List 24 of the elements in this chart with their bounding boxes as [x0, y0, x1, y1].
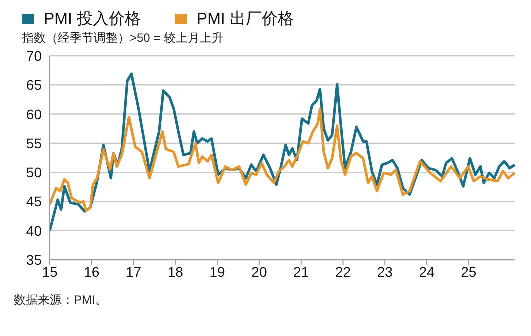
line-series	[50, 108, 515, 212]
y-tick-label: 60	[26, 106, 42, 122]
legend-label: PMI 投入价格	[44, 10, 141, 30]
x-tick-label: 21	[294, 264, 310, 280]
x-tick-label: 24	[419, 264, 436, 280]
x-tick-label: 20	[252, 264, 268, 280]
y-tick-label: 35	[26, 252, 42, 268]
y-tick-label: 45	[26, 194, 42, 210]
x-tick-label: 17	[126, 264, 142, 280]
y-tick-label: 70	[26, 48, 42, 64]
y-tick-label: 50	[26, 164, 42, 181]
y-tick-label: 65	[26, 77, 42, 94]
source-note: 数据来源：PMI。	[13, 292, 108, 309]
y-tick-label: 55	[26, 135, 42, 152]
x-tick-label: 23	[377, 264, 394, 280]
chart-subtitle: 指数（经季节调整）>50 = 较上月上升	[21, 30, 226, 47]
x-tick-label: 25	[461, 264, 477, 280]
y-tick-label: 40	[26, 222, 42, 239]
x-tick-label: 16	[84, 264, 100, 280]
x-tick-label: 18	[168, 264, 184, 280]
x-tick-label: 22	[335, 264, 352, 280]
x-tick-label: 19	[210, 264, 226, 280]
legend-label: PMI 出厂价格	[196, 10, 294, 30]
x-tick-label: 15	[42, 264, 58, 280]
